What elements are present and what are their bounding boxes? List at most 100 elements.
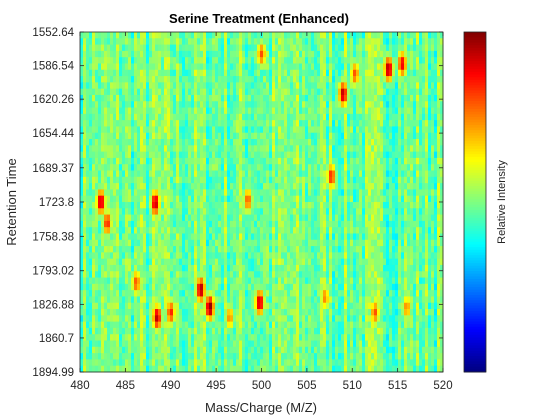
heatmap-cell xyxy=(92,277,96,285)
heatmap-cell xyxy=(311,246,315,253)
heatmap-cell xyxy=(386,101,390,109)
heatmap-cell xyxy=(404,214,408,222)
heatmap-cell xyxy=(425,69,429,77)
heatmap-cell xyxy=(290,63,294,71)
heatmap-cell xyxy=(296,264,300,272)
heatmap-cell xyxy=(152,271,156,279)
heatmap-cell xyxy=(191,63,195,71)
heatmap-cell xyxy=(182,44,186,52)
heatmap-cell xyxy=(176,271,180,279)
heatmap-cell xyxy=(191,252,195,260)
heatmap-cell xyxy=(155,132,159,140)
heatmap-cell xyxy=(140,151,144,159)
heatmap-cell xyxy=(122,189,126,197)
heatmap-cell xyxy=(410,151,414,159)
heatmap-cell xyxy=(80,113,84,121)
heatmap-cell xyxy=(338,76,342,83)
heatmap-cell xyxy=(248,38,252,46)
heatmap-cell xyxy=(146,126,150,134)
heatmap-cell xyxy=(86,145,90,153)
heatmap-cell xyxy=(419,214,423,222)
heatmap-cell xyxy=(419,277,423,285)
heatmap-cell xyxy=(134,76,138,83)
heatmap-cell xyxy=(347,239,351,247)
heatmap-cell xyxy=(260,151,264,159)
heatmap-cell xyxy=(359,195,363,203)
heatmap-cell xyxy=(437,220,441,228)
heatmap-cell xyxy=(92,94,96,102)
heatmap-cell xyxy=(266,189,270,197)
heatmap-cell xyxy=(395,239,399,247)
heatmap-cell xyxy=(92,38,96,46)
heatmap-cell xyxy=(263,214,267,222)
heatmap-cell xyxy=(146,195,150,203)
heatmap-cell xyxy=(419,76,423,83)
heatmap-cell xyxy=(302,132,306,140)
heatmap-cell xyxy=(158,202,162,209)
heatmap-cell xyxy=(335,246,339,253)
heatmap-cell xyxy=(365,189,369,197)
heatmap-cell xyxy=(164,227,168,234)
heatmap-cell xyxy=(167,189,171,197)
heatmap-cell xyxy=(131,88,135,96)
heatmap-cell xyxy=(149,69,153,77)
heatmap-cell xyxy=(95,283,99,291)
heatmap-cell xyxy=(344,32,348,39)
heatmap-cell xyxy=(383,283,387,291)
heatmap-cell xyxy=(311,88,315,96)
heatmap-cell xyxy=(434,195,438,203)
heatmap-cell xyxy=(206,32,210,39)
heatmap-cell xyxy=(140,63,144,71)
heatmap-cell xyxy=(431,151,435,159)
heatmap-cell xyxy=(281,113,285,121)
heatmap-cell xyxy=(296,57,300,64)
heatmap-cell xyxy=(302,189,306,197)
heatmap-cell xyxy=(251,151,255,159)
heatmap-cell xyxy=(200,76,204,83)
heatmap-cell xyxy=(338,101,342,109)
heatmap-cell xyxy=(143,164,147,172)
heatmap-cell xyxy=(296,63,300,71)
heatmap-cell xyxy=(398,38,402,46)
heatmap-cell xyxy=(125,88,129,96)
heatmap-cell xyxy=(146,88,150,96)
heatmap-cell xyxy=(278,189,282,197)
heatmap-cell xyxy=(203,76,207,83)
heatmap-cell xyxy=(314,170,318,178)
heatmap-cell xyxy=(392,57,396,64)
heatmap-cell xyxy=(140,38,144,46)
heatmap-cell xyxy=(137,258,141,266)
heatmap-cell xyxy=(254,271,258,279)
heatmap-cell xyxy=(200,189,204,197)
heatmap-cell xyxy=(86,38,90,46)
heatmap-cell xyxy=(398,271,402,279)
heatmap-cell xyxy=(116,151,120,159)
heatmap-cell xyxy=(428,113,432,121)
heatmap-cell xyxy=(377,189,381,197)
heatmap-cell xyxy=(344,252,348,260)
heatmap-cell xyxy=(128,208,132,216)
heatmap-cell xyxy=(248,208,252,216)
heatmap-cell xyxy=(332,120,336,127)
heatmap-cell xyxy=(152,233,156,241)
heatmap-cell xyxy=(419,189,423,197)
heatmap-cell xyxy=(383,183,387,190)
heatmap-cell xyxy=(191,107,195,115)
heatmap-cell xyxy=(98,107,102,115)
heatmap-cell xyxy=(254,69,258,77)
heatmap-cell xyxy=(293,57,297,64)
heatmap-cell xyxy=(170,44,174,52)
heatmap-cell xyxy=(152,113,156,121)
heatmap-cell xyxy=(422,252,426,260)
heatmap-cell xyxy=(314,157,318,165)
heatmap-cell xyxy=(404,227,408,234)
heatmap-cell xyxy=(89,283,93,291)
heatmap-cell xyxy=(392,189,396,197)
heatmap-cell xyxy=(227,277,231,285)
heatmap-cell xyxy=(221,145,225,153)
heatmap-cell xyxy=(437,246,441,253)
heatmap-cell xyxy=(140,107,144,115)
heatmap-cell xyxy=(386,283,390,291)
heatmap-cell xyxy=(380,170,384,178)
heatmap-cell xyxy=(266,63,270,71)
